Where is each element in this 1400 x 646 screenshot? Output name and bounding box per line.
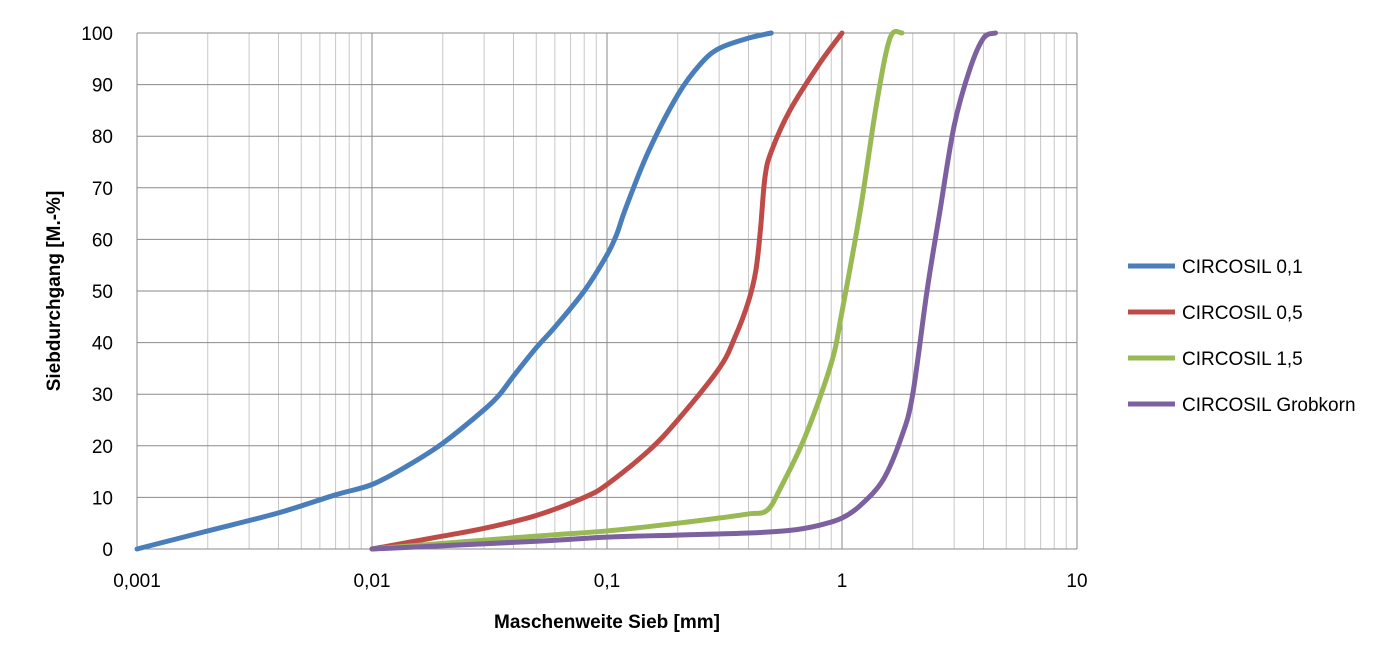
y-tick-label: 10 <box>92 488 113 509</box>
y-tick-labels: 0 10 20 30 40 50 60 70 80 90 100 <box>81 24 113 561</box>
x-tick-label: 0,1 <box>594 571 620 592</box>
series-line-1 <box>134 30 774 552</box>
y-tick-label: 0 <box>102 540 113 561</box>
x-tick-label: 10 <box>1066 571 1087 592</box>
x-tick-labels: 0,001 0,01 0,1 1 10 <box>113 571 1087 592</box>
y-tick-label: 40 <box>92 334 113 355</box>
y-tick-label: 60 <box>92 230 113 251</box>
y-tick-label: 20 <box>92 437 113 458</box>
y-tick-label: 30 <box>92 385 113 406</box>
legend-label: CIRCOSIL 0,5 <box>1182 303 1303 324</box>
x-axis-title: Maschenweite Sieb [mm] <box>494 612 720 633</box>
y-tick-label: 70 <box>92 179 113 200</box>
legend-label: CIRCOSIL 0,1 <box>1182 257 1303 278</box>
y-tick-label: 50 <box>92 282 113 303</box>
y-tick-label: 90 <box>92 76 113 97</box>
legend: CIRCOSIL 0,1 CIRCOSIL 0,5 CIRCOSIL 1,5 CIRC… <box>1128 257 1356 416</box>
x-tick-label: 0,01 <box>354 571 391 592</box>
grid-major-lines <box>136 32 1078 550</box>
x-tick-label: 0,001 <box>113 571 161 592</box>
y-tick-label: 80 <box>92 127 113 148</box>
series-line-3 <box>369 28 905 552</box>
series-line-4 <box>369 30 998 552</box>
series-line-2 <box>369 30 845 552</box>
legend-label: CIRCOSIL 1,5 <box>1182 349 1303 370</box>
legend-label: CIRCOSIL Grobkorn <box>1182 395 1356 416</box>
y-tick-label: 100 <box>81 24 113 45</box>
y-axis-title: Siebdurchgang [M.-%] <box>44 191 65 392</box>
x-tick-label: 1 <box>837 571 848 592</box>
series-layer <box>134 28 998 552</box>
